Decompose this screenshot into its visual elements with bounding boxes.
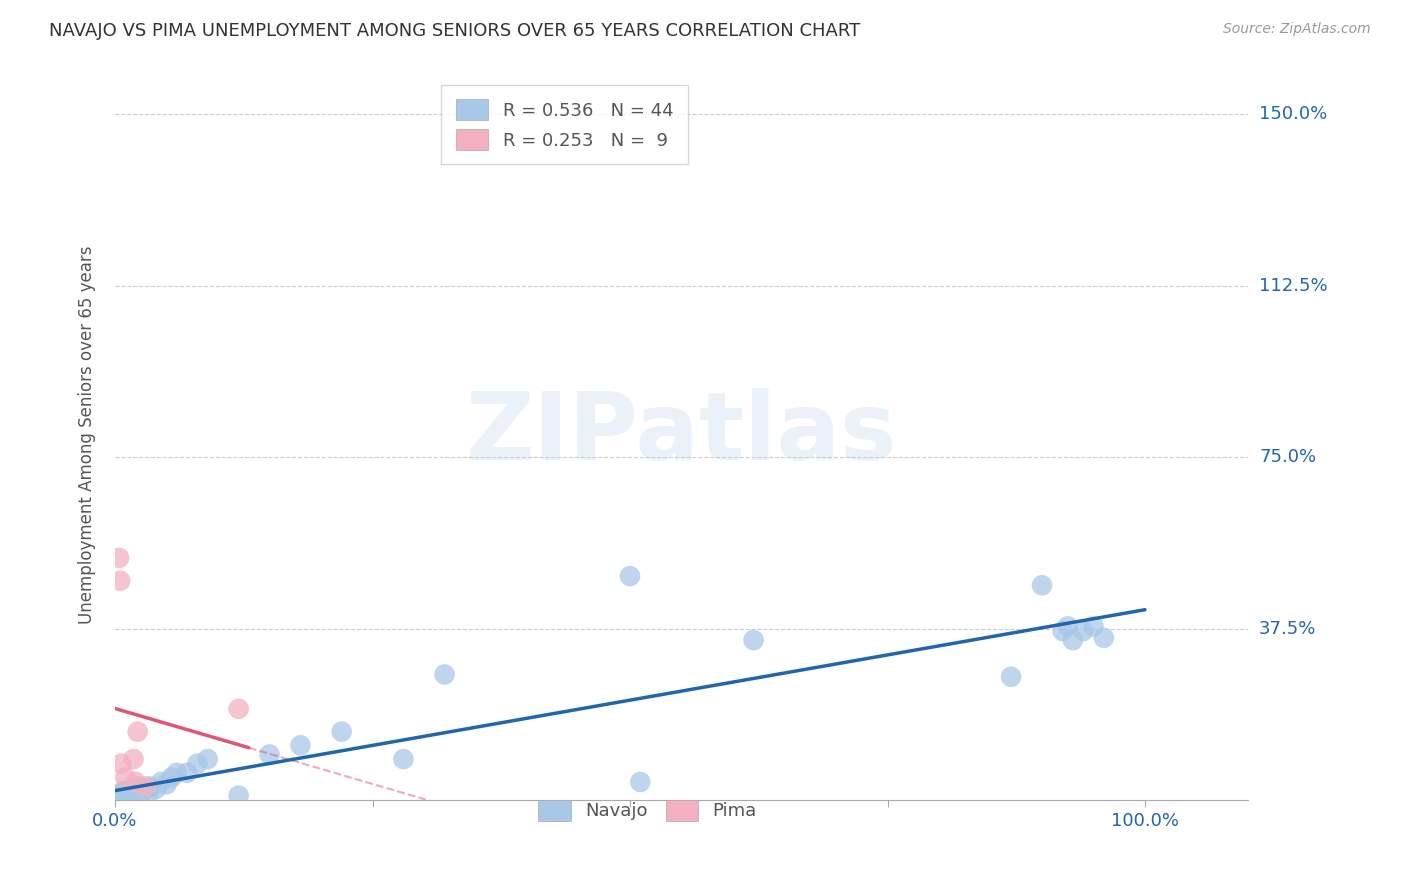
Point bbox=[176, 765, 198, 780]
Point bbox=[110, 756, 132, 771]
Point bbox=[166, 765, 188, 780]
Point bbox=[124, 789, 146, 803]
Point bbox=[1052, 624, 1074, 638]
Point bbox=[111, 791, 134, 805]
Text: NAVAJO VS PIMA UNEMPLOYMENT AMONG SENIORS OVER 65 YEARS CORRELATION CHART: NAVAJO VS PIMA UNEMPLOYMENT AMONG SENIOR… bbox=[49, 22, 860, 40]
Point bbox=[112, 789, 135, 804]
Point bbox=[135, 780, 157, 794]
Point bbox=[122, 752, 145, 766]
Text: 112.5%: 112.5% bbox=[1260, 277, 1327, 294]
Text: 75.0%: 75.0% bbox=[1260, 449, 1316, 467]
Point bbox=[1071, 624, 1094, 638]
Point bbox=[127, 780, 149, 794]
Text: Source: ZipAtlas.com: Source: ZipAtlas.com bbox=[1223, 22, 1371, 37]
Point bbox=[129, 786, 152, 800]
Point bbox=[136, 788, 159, 802]
Point bbox=[160, 770, 183, 784]
Point bbox=[392, 752, 415, 766]
Point bbox=[228, 702, 250, 716]
Point bbox=[330, 724, 353, 739]
Point bbox=[1031, 578, 1053, 592]
Point bbox=[132, 784, 155, 798]
Point bbox=[197, 752, 219, 766]
Point bbox=[150, 775, 173, 789]
Point bbox=[121, 781, 143, 796]
Point bbox=[107, 789, 129, 803]
Point bbox=[108, 574, 131, 588]
Point bbox=[145, 781, 167, 796]
Point bbox=[155, 777, 177, 791]
Point bbox=[228, 789, 250, 803]
Point bbox=[1056, 619, 1078, 633]
Point bbox=[1000, 670, 1022, 684]
Point bbox=[112, 784, 135, 798]
Point bbox=[110, 786, 132, 800]
Point bbox=[135, 781, 157, 796]
Point bbox=[628, 775, 651, 789]
Point bbox=[124, 775, 146, 789]
Point bbox=[114, 770, 136, 784]
Point bbox=[1092, 631, 1115, 645]
Y-axis label: Unemployment Among Seniors over 65 years: Unemployment Among Seniors over 65 years bbox=[79, 245, 96, 624]
Point bbox=[120, 789, 142, 803]
Point bbox=[433, 667, 456, 681]
Point bbox=[105, 791, 128, 805]
Text: 150.0%: 150.0% bbox=[1260, 105, 1327, 123]
Point bbox=[619, 569, 641, 583]
Point bbox=[127, 724, 149, 739]
Point bbox=[259, 747, 281, 762]
Point bbox=[108, 788, 131, 802]
Point bbox=[114, 786, 136, 800]
Point bbox=[139, 780, 162, 794]
Point bbox=[290, 739, 312, 753]
Point bbox=[108, 550, 131, 565]
Point bbox=[1062, 633, 1084, 648]
Text: ZIPatlas: ZIPatlas bbox=[465, 388, 897, 481]
Point bbox=[117, 784, 139, 798]
Point bbox=[186, 756, 208, 771]
Text: 37.5%: 37.5% bbox=[1260, 620, 1316, 638]
Legend: Navajo, Pima: Navajo, Pima bbox=[523, 785, 772, 835]
Point bbox=[1083, 619, 1105, 633]
Point bbox=[742, 633, 765, 648]
Point bbox=[108, 789, 131, 804]
